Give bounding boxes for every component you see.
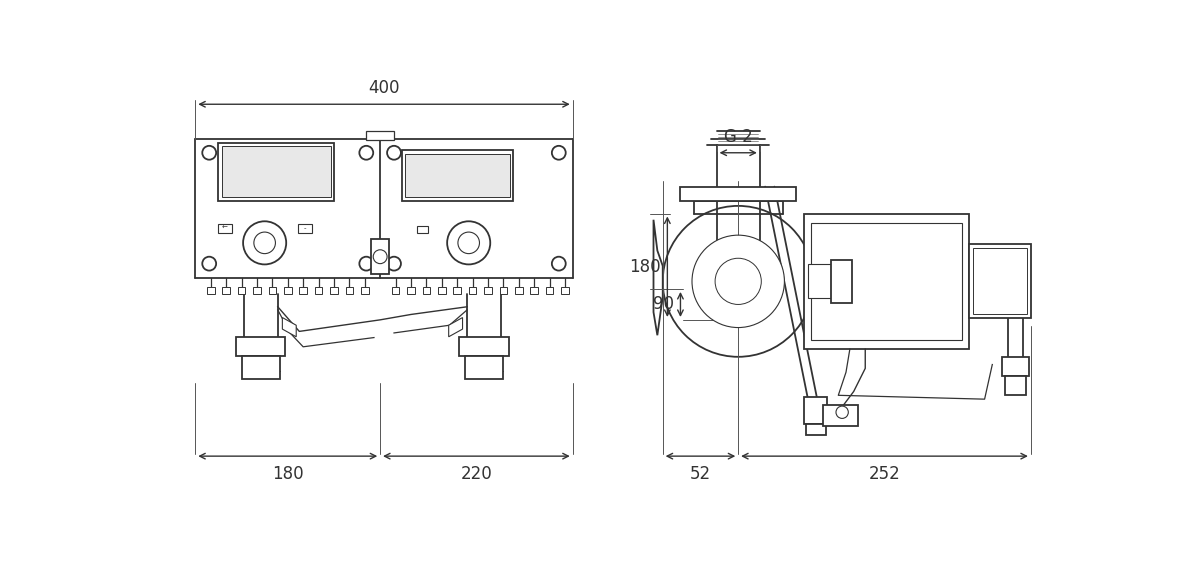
Bar	[823, 405, 858, 426]
Circle shape	[458, 232, 480, 253]
Text: 90: 90	[653, 295, 674, 313]
Text: -: -	[304, 225, 306, 231]
Bar	[206, 287, 215, 295]
Bar	[402, 150, 514, 201]
Bar	[391, 287, 400, 295]
Bar	[460, 337, 509, 356]
Bar	[418, 226, 428, 233]
Text: 52: 52	[690, 465, 712, 483]
Circle shape	[388, 146, 401, 160]
Text: 252: 252	[869, 465, 900, 483]
Bar	[314, 287, 323, 295]
Bar	[464, 356, 503, 379]
Circle shape	[715, 258, 761, 304]
Bar	[241, 356, 280, 379]
Bar	[299, 287, 307, 295]
Bar	[530, 287, 538, 295]
Bar	[236, 337, 286, 356]
Bar	[222, 287, 230, 295]
Bar	[806, 424, 826, 436]
Circle shape	[692, 235, 785, 328]
Bar	[218, 143, 334, 201]
Bar	[366, 131, 394, 140]
Bar	[454, 287, 461, 295]
Bar	[1002, 357, 1030, 376]
Bar	[830, 260, 852, 303]
Bar	[238, 287, 245, 295]
Bar	[970, 244, 1031, 318]
Circle shape	[552, 257, 565, 271]
Bar	[371, 239, 389, 274]
Bar	[438, 287, 445, 295]
Bar	[253, 287, 260, 295]
Bar	[973, 248, 1027, 314]
Bar	[546, 287, 553, 295]
Circle shape	[359, 146, 373, 160]
Polygon shape	[282, 317, 296, 337]
Text: ←: ←	[222, 225, 228, 231]
Circle shape	[836, 406, 848, 418]
Bar	[499, 287, 508, 295]
Text: 180: 180	[630, 258, 661, 275]
Bar	[330, 287, 338, 295]
Text: G 2: G 2	[724, 128, 752, 146]
Circle shape	[552, 146, 565, 160]
Text: 400: 400	[368, 78, 400, 96]
Circle shape	[388, 257, 401, 271]
Bar	[407, 287, 415, 295]
Circle shape	[244, 222, 287, 264]
Polygon shape	[654, 220, 662, 335]
Bar	[404, 154, 510, 197]
Bar	[361, 287, 368, 295]
Circle shape	[373, 250, 388, 264]
Bar	[515, 287, 523, 295]
Bar	[284, 287, 292, 295]
Bar	[217, 224, 232, 233]
Bar	[804, 213, 970, 349]
Bar	[562, 287, 569, 295]
Circle shape	[662, 206, 814, 357]
Bar	[346, 287, 353, 295]
Circle shape	[203, 257, 216, 271]
Bar	[1004, 376, 1026, 396]
Bar	[811, 223, 961, 340]
Bar	[804, 397, 827, 424]
Bar	[298, 224, 312, 233]
Bar	[469, 287, 476, 295]
Bar	[680, 187, 796, 201]
Bar	[222, 146, 331, 197]
Bar	[269, 287, 276, 295]
Polygon shape	[449, 317, 462, 337]
Circle shape	[254, 232, 276, 253]
Circle shape	[203, 146, 216, 160]
Text: 220: 220	[461, 465, 492, 483]
Bar	[808, 264, 830, 298]
Text: 180: 180	[272, 465, 304, 483]
Circle shape	[448, 222, 491, 264]
Bar	[484, 287, 492, 295]
Bar	[422, 287, 431, 295]
Circle shape	[359, 257, 373, 271]
